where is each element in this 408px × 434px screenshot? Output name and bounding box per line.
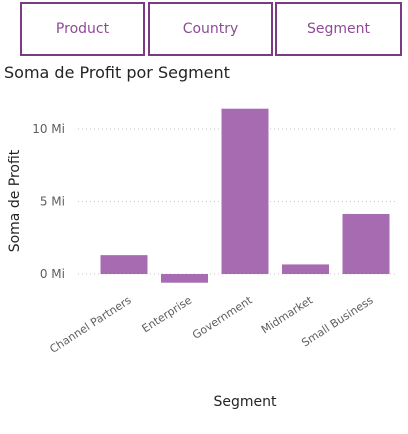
x-tick-label: Channel Partners [47, 293, 133, 355]
product-slicer-button[interactable]: Product [20, 2, 145, 56]
x-axis-label: Segment [214, 394, 278, 410]
country-slicer-button[interactable]: Country [148, 2, 273, 56]
y-axis-ticks: 0 Mi 5 Mi 10 Mi [32, 122, 65, 281]
x-tick-label: Enterprise [140, 293, 195, 335]
bar-government[interactable] [221, 108, 269, 274]
bar-enterprise[interactable] [161, 274, 208, 283]
x-tick-label: Midmarket [259, 293, 316, 336]
y-axis-label: Soma de Profit [7, 149, 23, 252]
segment-slicer-button[interactable]: Segment [275, 2, 402, 56]
bar-midmarket[interactable] [282, 264, 329, 274]
bar-small-business[interactable] [342, 213, 390, 274]
bar-channel-partners[interactable] [100, 255, 148, 274]
y-tick-label: 0 Mi [40, 267, 65, 281]
bars [100, 108, 390, 283]
x-tick-label: Government [190, 293, 255, 342]
slicer-panel: Product Country Segment [20, 2, 402, 60]
chart-title: Soma de Profit por Segment [4, 63, 230, 82]
y-tick-label: 5 Mi [40, 195, 65, 209]
y-tick-label: 10 Mi [32, 122, 65, 136]
